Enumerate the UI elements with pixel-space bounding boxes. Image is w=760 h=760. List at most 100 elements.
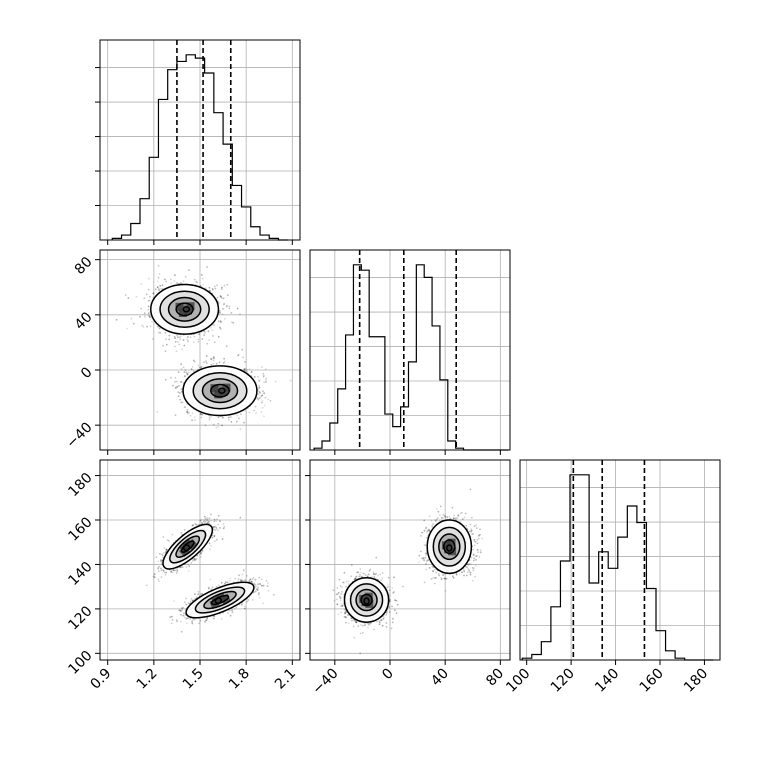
sample-point (229, 615, 232, 617)
sample-point (174, 387, 177, 390)
sample-point (208, 520, 211, 523)
sample-point (203, 519, 205, 521)
sample-point (203, 330, 206, 333)
sample-point (227, 416, 230, 419)
sample-point (205, 619, 208, 622)
sample-point (262, 375, 265, 378)
sample-point (191, 622, 194, 625)
sample-point (208, 517, 211, 520)
density-cell (184, 306, 193, 315)
sample-point (215, 586, 218, 588)
sample-point (160, 562, 163, 565)
sample-point (183, 612, 185, 615)
sample-point (190, 368, 193, 371)
sample-point (257, 398, 260, 401)
sample-point (184, 406, 186, 408)
sample-point (159, 552, 161, 555)
sample-point (184, 375, 187, 378)
sample-point (243, 421, 246, 424)
sample-point (168, 338, 171, 341)
sample-point (224, 582, 226, 585)
sample-point (197, 364, 200, 367)
sample-point (210, 588, 213, 591)
sample-point (199, 366, 202, 369)
sample-point (261, 400, 264, 402)
sample-point (238, 574, 241, 577)
sample-point (162, 344, 165, 347)
sample-point (180, 368, 183, 370)
sample-point (159, 287, 162, 290)
sample-point (241, 573, 244, 576)
sample-point (197, 593, 200, 595)
sample-point (199, 285, 202, 287)
sample-point (267, 398, 270, 401)
contour-line (159, 290, 210, 329)
sample-point (261, 366, 263, 368)
sample-point (157, 570, 160, 573)
sample-point (162, 570, 165, 572)
sample-point (253, 409, 256, 412)
sample-point (193, 618, 196, 621)
sample-point (164, 331, 167, 334)
sample-point (148, 299, 151, 302)
sample-point (211, 329, 214, 332)
sample-point (264, 368, 267, 370)
sample-point (149, 325, 152, 328)
sample-point (239, 516, 242, 519)
sample-point (228, 307, 231, 310)
sample-point (165, 571, 168, 574)
sample-point (191, 621, 193, 623)
sample-point (163, 547, 166, 549)
sample-point (189, 336, 192, 339)
sample-point (132, 322, 135, 325)
sample-point (238, 417, 240, 420)
sample-point (226, 305, 228, 308)
sample-point (157, 332, 160, 334)
sample-point (142, 326, 145, 328)
sample-point (153, 573, 156, 576)
sample-point (152, 575, 155, 578)
sample-point (165, 338, 167, 341)
sample-point (259, 583, 261, 585)
sample-point (210, 544, 212, 547)
sample-point (194, 557, 196, 560)
sample-point (175, 380, 178, 383)
sample-point (191, 524, 194, 527)
sample-point (211, 288, 214, 290)
sample-point (187, 340, 190, 343)
sample-point (176, 385, 179, 388)
sample-point (254, 405, 257, 408)
sample-point (266, 582, 269, 584)
sample-point (180, 630, 183, 633)
sample-point (170, 622, 173, 625)
sample-point (234, 577, 237, 580)
sample-point (213, 540, 216, 543)
sample-point (172, 569, 175, 571)
sample-point (185, 371, 188, 374)
sample-point (147, 308, 150, 311)
sample-point (220, 295, 223, 298)
sample-point (208, 418, 211, 421)
sample-point (204, 287, 207, 290)
sample-point (219, 295, 222, 297)
sample-point (223, 357, 226, 360)
sample-point (195, 523, 198, 526)
sample-point (258, 387, 260, 390)
sample-point (237, 354, 240, 357)
sample-point (174, 340, 177, 343)
sample-point (183, 375, 186, 378)
sample-point (203, 520, 206, 523)
sample-point (231, 611, 234, 614)
sample-point (198, 366, 201, 369)
sample-point (200, 552, 202, 554)
sample-point (199, 413, 202, 415)
sample-point (253, 376, 256, 378)
sample-point (244, 605, 246, 608)
sample-point (199, 619, 202, 622)
sample-point (143, 297, 146, 300)
sample-point (230, 416, 233, 419)
sample-point (187, 570, 190, 572)
sample-point (161, 554, 164, 557)
sample-point (192, 359, 195, 362)
sample-point (184, 369, 187, 371)
